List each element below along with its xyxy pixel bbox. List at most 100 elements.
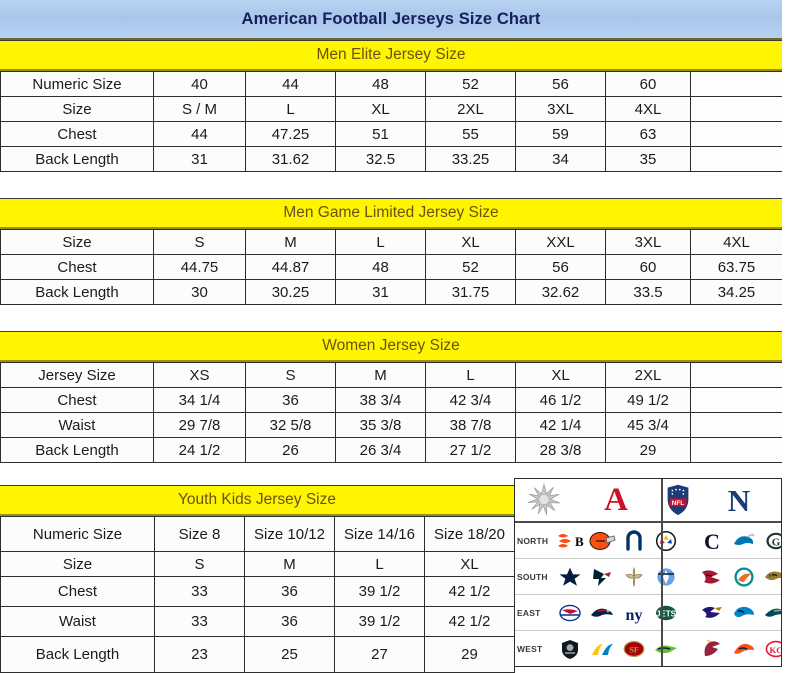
section-title-youth-kids: Youth Kids Jersey Size — [0, 485, 514, 516]
team-logo-cowboys[interactable] — [555, 563, 585, 591]
cell: L — [425, 362, 516, 388]
table-row: Size S M L XL — [0, 551, 515, 577]
team-logo-bengals[interactable]: B — [555, 527, 585, 555]
team-logo-texans[interactable] — [587, 563, 617, 591]
team-logo-steelers[interactable] — [651, 527, 681, 555]
table-youth-kids: Numeric Size Size 8 Size 10/12 Size 14/1… — [0, 516, 515, 673]
team-logo-browns[interactable] — [587, 527, 617, 555]
cell: 52 — [425, 254, 516, 280]
team-logo-jets[interactable]: JETS — [651, 599, 681, 627]
division-label: WEST — [517, 644, 543, 654]
cell: 29 — [605, 437, 691, 463]
nfc-south-logos — [697, 563, 781, 591]
cell: S — [245, 362, 336, 388]
table-row: Size S / M L XL 2XL 3XL 4XL — [0, 96, 783, 122]
row-label: Chest — [0, 121, 154, 147]
cell: 32.5 — [335, 146, 426, 172]
section-title-women: Women Jersey Size — [0, 331, 782, 362]
team-logo-chiefs[interactable]: KC — [761, 635, 781, 663]
section-youth-kids: Youth Kids Jersey Size Numeric Size Size… — [0, 485, 515, 673]
cell: 4XL — [605, 96, 691, 122]
team-logo-eagles[interactable] — [761, 599, 781, 627]
team-logo-seahawks[interactable] — [651, 635, 681, 663]
nfl-shield-icon: NFL — [659, 483, 697, 517]
table-row: Numeric Size 40 44 48 52 56 60 — [0, 71, 783, 97]
conference-header: A NFL N — [515, 479, 781, 523]
section-men-elite: Men Elite Jersey Size Numeric Size 40 44… — [0, 40, 783, 172]
table-row: Numeric Size Size 8 Size 10/12 Size 14/1… — [0, 516, 515, 552]
team-logo-packers[interactable]: G — [761, 527, 781, 555]
cell: 36 — [244, 606, 335, 637]
team-logo-falcons[interactable] — [697, 563, 727, 591]
cell: 45 3/4 — [605, 412, 691, 438]
team-logo-lions[interactable] — [729, 527, 759, 555]
page-title-text: American Football Jerseys Size Chart — [241, 9, 541, 28]
team-logo-dolphins[interactable] — [729, 563, 759, 591]
row-label: Size — [0, 96, 154, 122]
cell: 49 1/2 — [605, 387, 691, 413]
cell: 25 — [244, 636, 335, 673]
team-logo-broncos[interactable] — [729, 635, 759, 663]
section-women: Women Jersey Size Jersey Size XS S M L X… — [0, 331, 783, 463]
cell: 60 — [605, 71, 691, 97]
division-row-east: EAST ny JETS — [515, 595, 781, 631]
section-title-text: Men Game Limited Jersey Size — [283, 204, 499, 221]
cell: 42 1/4 — [515, 412, 606, 438]
svg-text:SF: SF — [629, 646, 639, 655]
cell: 44 — [245, 71, 336, 97]
nfc-logo-icon: N — [697, 485, 781, 516]
cell: 4XL — [690, 229, 783, 255]
table-row: Chest 44.75 44.87 48 52 56 60 63.75 — [0, 254, 783, 280]
team-logo-colts[interactable] — [619, 527, 649, 555]
cell: 38 7/8 — [425, 412, 516, 438]
team-logo-saints[interactable] — [619, 563, 649, 591]
cell: 34 — [515, 146, 606, 172]
table-row: Waist 33 36 39 1/2 42 1/2 — [0, 606, 515, 637]
cell: XL — [424, 551, 515, 577]
cell: 3XL — [515, 96, 606, 122]
cell: XS — [153, 362, 246, 388]
team-logo-cardinals[interactable] — [697, 635, 727, 663]
team-logo-49ers[interactable]: SF — [619, 635, 649, 663]
cell: 30 — [153, 279, 246, 305]
cell-empty — [690, 96, 783, 122]
cell: 23 — [154, 636, 245, 673]
cell: XL — [335, 96, 426, 122]
division-row-south: SOUTH — [515, 559, 781, 595]
team-logo-chargers[interactable] — [587, 635, 617, 663]
team-logo-raiders[interactable] — [555, 635, 585, 663]
team-logo-giants[interactable]: ny — [619, 599, 649, 627]
team-logo-jaguars[interactable] — [761, 563, 781, 591]
cell: 35 3/8 — [335, 412, 426, 438]
table-row: Chest 44 47.25 51 55 59 63 — [0, 121, 783, 147]
cell: S / M — [153, 96, 246, 122]
nfl-team-logos-panel: A NFL N — [514, 478, 782, 667]
section-title-men-game-limited: Men Game Limited Jersey Size — [0, 198, 782, 229]
row-label: Back Length — [0, 279, 154, 305]
cell: 44.75 — [153, 254, 246, 280]
cell: M — [335, 362, 426, 388]
team-logo-bears[interactable]: C — [697, 527, 727, 555]
row-label: Chest — [0, 387, 154, 413]
afc-letter: A — [604, 481, 628, 518]
cell: XXL — [515, 229, 606, 255]
team-logo-patriots[interactable] — [587, 599, 617, 627]
row-label: Back Length — [0, 146, 154, 172]
team-logo-ravens[interactable] — [697, 599, 727, 627]
team-logo-titans[interactable] — [651, 563, 681, 591]
row-label: Chest — [0, 576, 155, 607]
afc-west-logos: SF — [555, 635, 697, 663]
nfc-west-logos: KC — [697, 635, 781, 663]
cell-empty — [690, 387, 783, 413]
svg-text:G: G — [772, 536, 781, 548]
team-logo-bills[interactable] — [555, 599, 585, 627]
division-label: EAST — [517, 607, 541, 618]
cell: Size 14/16 — [334, 516, 425, 552]
team-logo-panthers[interactable] — [729, 599, 759, 627]
cell: 28 3/8 — [515, 437, 606, 463]
cell: 42 1/2 — [424, 576, 515, 607]
cell: 52 — [425, 71, 516, 97]
cell: 44.87 — [245, 254, 336, 280]
cell: 40 — [153, 71, 246, 97]
